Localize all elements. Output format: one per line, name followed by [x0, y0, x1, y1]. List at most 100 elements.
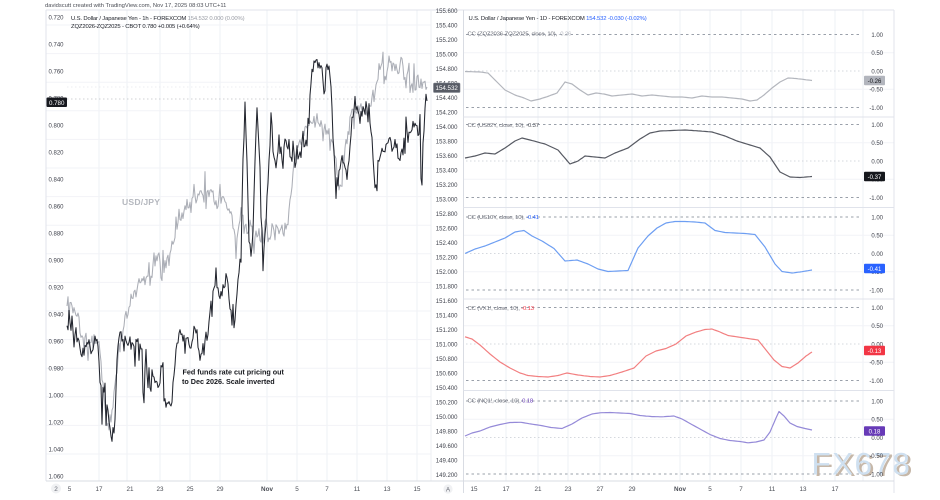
svg-text:154.400: 154.400: [436, 96, 458, 102]
svg-text:0.00: 0.00: [871, 252, 883, 258]
svg-text:149.400: 149.400: [436, 459, 458, 465]
svg-text:0.840: 0.840: [48, 177, 64, 183]
svg-text:11: 11: [354, 486, 361, 493]
svg-text:Nov: Nov: [261, 486, 273, 493]
svg-text:1.00: 1.00: [871, 123, 883, 129]
svg-text:155.600: 155.600: [436, 9, 458, 15]
svg-text:-0.26: -0.26: [868, 79, 882, 85]
svg-text:-0.50: -0.50: [869, 88, 883, 94]
svg-text:27: 27: [596, 486, 604, 493]
svg-text:150.000: 150.000: [436, 415, 458, 421]
svg-text:U.S. Dollar / Japanese Yen - 1: U.S. Dollar / Japanese Yen - 1D - FOREXC…: [469, 16, 647, 22]
svg-text:1.040: 1.040: [48, 447, 64, 453]
svg-text:CC (NQ1!, close, 10), 0.18: CC (NQ1!, close, 10), 0.18: [468, 398, 534, 404]
svg-text:0.980: 0.980: [48, 366, 64, 372]
svg-text:25: 25: [186, 486, 194, 493]
svg-text:151.600: 151.600: [436, 299, 458, 305]
svg-text:154.800: 154.800: [436, 67, 458, 73]
svg-text:1.020: 1.020: [48, 420, 64, 426]
svg-text:23: 23: [156, 486, 164, 493]
svg-text:13: 13: [383, 486, 391, 493]
svg-text:0.900: 0.900: [48, 258, 64, 264]
svg-text:149.200: 149.200: [436, 473, 458, 479]
svg-text:CC (VX1!, close, 10), -0.13: CC (VX1!, close, 10), -0.13: [468, 306, 535, 312]
svg-text:-0.50: -0.50: [869, 361, 883, 367]
svg-text:11: 11: [769, 486, 776, 493]
svg-text:149.800: 149.800: [436, 430, 458, 436]
svg-text:151.400: 151.400: [436, 314, 458, 320]
svg-text:21: 21: [534, 486, 542, 493]
svg-text:152.400: 152.400: [436, 241, 458, 247]
svg-text:152.200: 152.200: [436, 256, 458, 262]
svg-text:17: 17: [831, 486, 839, 493]
svg-text:152.000: 152.000: [436, 270, 458, 276]
svg-text:-0.37: -0.37: [868, 175, 882, 181]
svg-text:1.060: 1.060: [48, 474, 64, 480]
svg-text:-0.50: -0.50: [869, 454, 883, 460]
svg-text:153.600: 153.600: [436, 154, 458, 160]
svg-text:FX678: FX678: [814, 447, 914, 483]
svg-text:CC (US10Y, close, 10), -0.41: CC (US10Y, close, 10), -0.41: [468, 215, 539, 221]
svg-text:0.00: 0.00: [871, 159, 883, 165]
svg-text:154.000: 154.000: [436, 125, 458, 131]
svg-text:1.00: 1.00: [871, 399, 883, 405]
svg-text:-0.41: -0.41: [868, 267, 882, 273]
svg-text:0.50: 0.50: [871, 141, 883, 147]
svg-text:153.200: 153.200: [436, 183, 458, 189]
svg-text:5: 5: [708, 486, 712, 493]
svg-text:ZQZ2026-ZQZ2025 - CBOT 0.780: ZQZ2026-ZQZ2025 - CBOT 0.780 +0.005 (+0.…: [71, 24, 200, 30]
svg-text:0.50: 0.50: [871, 51, 883, 57]
svg-text:17: 17: [95, 486, 103, 493]
svg-text:153.800: 153.800: [436, 140, 458, 146]
svg-text:152.800: 152.800: [436, 212, 458, 218]
svg-text:151.800: 151.800: [436, 285, 458, 291]
svg-text:155.000: 155.000: [436, 53, 458, 59]
svg-text:149.600: 149.600: [436, 444, 458, 450]
svg-text:151.200: 151.200: [436, 328, 458, 334]
svg-text:150.600: 150.600: [436, 372, 458, 378]
svg-text:0.820: 0.820: [48, 150, 64, 156]
svg-text:-1.00: -1.00: [869, 106, 883, 112]
svg-text:0.720: 0.720: [48, 15, 64, 21]
svg-text:7: 7: [739, 486, 743, 493]
svg-text:0.800: 0.800: [48, 123, 64, 129]
svg-text:-0.13: -0.13: [868, 349, 882, 355]
svg-text:0.740: 0.740: [48, 42, 64, 48]
svg-text:15: 15: [470, 486, 478, 493]
svg-text:153.400: 153.400: [436, 169, 458, 175]
svg-text:154.532: 154.532: [436, 85, 459, 92]
svg-text:5: 5: [295, 486, 299, 493]
svg-text:150.200: 150.200: [436, 401, 458, 407]
svg-text:150.800: 150.800: [436, 357, 458, 363]
svg-text:152.600: 152.600: [436, 227, 458, 233]
svg-text:1.00: 1.00: [871, 306, 883, 312]
svg-text:0.760: 0.760: [48, 69, 64, 75]
svg-text:154.200: 154.200: [436, 111, 458, 117]
svg-text:-1.00: -1.00: [869, 379, 883, 385]
svg-text:23: 23: [564, 486, 572, 493]
svg-text:155.200: 155.200: [436, 38, 458, 44]
svg-text:0.940: 0.940: [48, 312, 64, 318]
svg-text:Fed funds rate cut pricing out: Fed funds rate cut pricing out: [183, 368, 285, 377]
svg-text:-1.00: -1.00: [869, 196, 883, 202]
svg-text:to Dec 2026. Scale inverted: to Dec 2026. Scale inverted: [182, 377, 275, 386]
svg-text:2: 2: [54, 486, 58, 493]
svg-text:0.880: 0.880: [48, 231, 64, 237]
svg-text:155.400: 155.400: [436, 24, 458, 30]
svg-text:-1.00: -1.00: [869, 288, 883, 294]
svg-text:0.00: 0.00: [871, 436, 883, 442]
svg-text:15: 15: [413, 486, 421, 493]
svg-text:0.00: 0.00: [871, 69, 883, 75]
svg-text:21: 21: [126, 486, 134, 493]
svg-text:A: A: [446, 486, 451, 493]
svg-text:USD/JPY: USD/JPY: [122, 197, 160, 207]
svg-text:1.00: 1.00: [871, 215, 883, 221]
svg-text:0.50: 0.50: [871, 234, 883, 240]
svg-text:29: 29: [216, 486, 224, 493]
svg-text:0.00: 0.00: [871, 342, 883, 348]
svg-text:U.S. Dollar / Japanese Yen - 1: U.S. Dollar / Japanese Yen - 1h - FOREXC…: [71, 16, 245, 22]
svg-text:CC (US02Y, close, 10), -0.37: CC (US02Y, close, 10), -0.37: [468, 123, 539, 129]
svg-text:0.960: 0.960: [48, 339, 64, 345]
svg-text:0.18: 0.18: [869, 429, 881, 435]
svg-text:FX678: FX678: [812, 446, 912, 482]
